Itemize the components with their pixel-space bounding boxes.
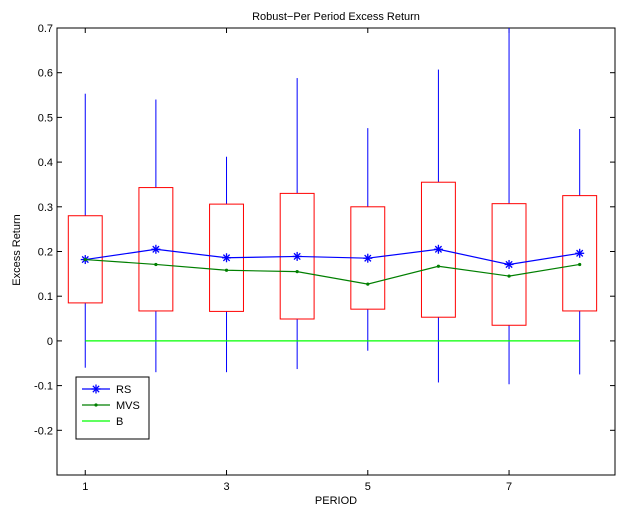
chart-title: Robust−Per Period Excess Return: [252, 11, 420, 23]
y-tick-label: 0.6: [38, 68, 53, 80]
point-rs: [504, 259, 514, 269]
point-rs: [151, 244, 161, 254]
box-iqr: [67, 215, 103, 304]
legend-label-mvs: MVS: [116, 400, 140, 412]
legend-label-b: B: [116, 416, 123, 428]
point-rs: [222, 253, 232, 263]
point-mvs: [436, 264, 441, 268]
point-rs: [575, 248, 585, 258]
point-mvs: [366, 282, 370, 286]
y-tick-label: 0.1: [38, 291, 53, 303]
y-tick-label: 0: [47, 336, 53, 348]
point-mvs: [295, 270, 299, 274]
legend-marker-mvs: [94, 403, 98, 407]
point-mvs: [154, 262, 158, 267]
point-rs: [363, 253, 373, 263]
y-tick-label: 0.4: [38, 157, 53, 169]
legend-box: [75, 376, 150, 440]
y-tick-label: -0.2: [34, 425, 53, 437]
x-tick-label: 5: [365, 481, 371, 493]
legend-marker-rs: [91, 384, 101, 394]
y-tick-label: -0.1: [34, 381, 53, 393]
point-mvs: [224, 268, 229, 272]
y-tick-label: 0.7: [38, 23, 53, 35]
point-mvs: [507, 274, 511, 278]
x-tick-label: 7: [506, 481, 512, 493]
plot-area: -0.2 -0.1 0 0.1 0.2 0.3 0.4 0.5 0.6 0.7 1 3 5 7 RS MVS B: [34, 23, 616, 493]
y-tick-label: 0.5: [38, 112, 53, 124]
box-iqr: [420, 181, 456, 318]
series-line-mvs: [85, 258, 580, 285]
box-iqr: [562, 195, 598, 312]
box-iqr: [491, 203, 527, 326]
point-rs: [292, 251, 302, 261]
x-axis-label: PERIOD: [315, 495, 357, 507]
point-mvs: [578, 262, 582, 267]
series-line-rs: [85, 248, 580, 266]
x-tick-label: 1: [82, 481, 88, 493]
x-tick-label: 3: [223, 481, 229, 493]
y-tick-label: 0.2: [38, 247, 53, 259]
legend-label-rs: RS: [116, 384, 131, 396]
point-mvs: [83, 257, 87, 262]
box-iqr: [138, 187, 174, 312]
y-axis-label: Excess Return: [11, 214, 23, 286]
point-rs: [433, 244, 443, 254]
y-tick-label: 0.3: [38, 202, 53, 214]
